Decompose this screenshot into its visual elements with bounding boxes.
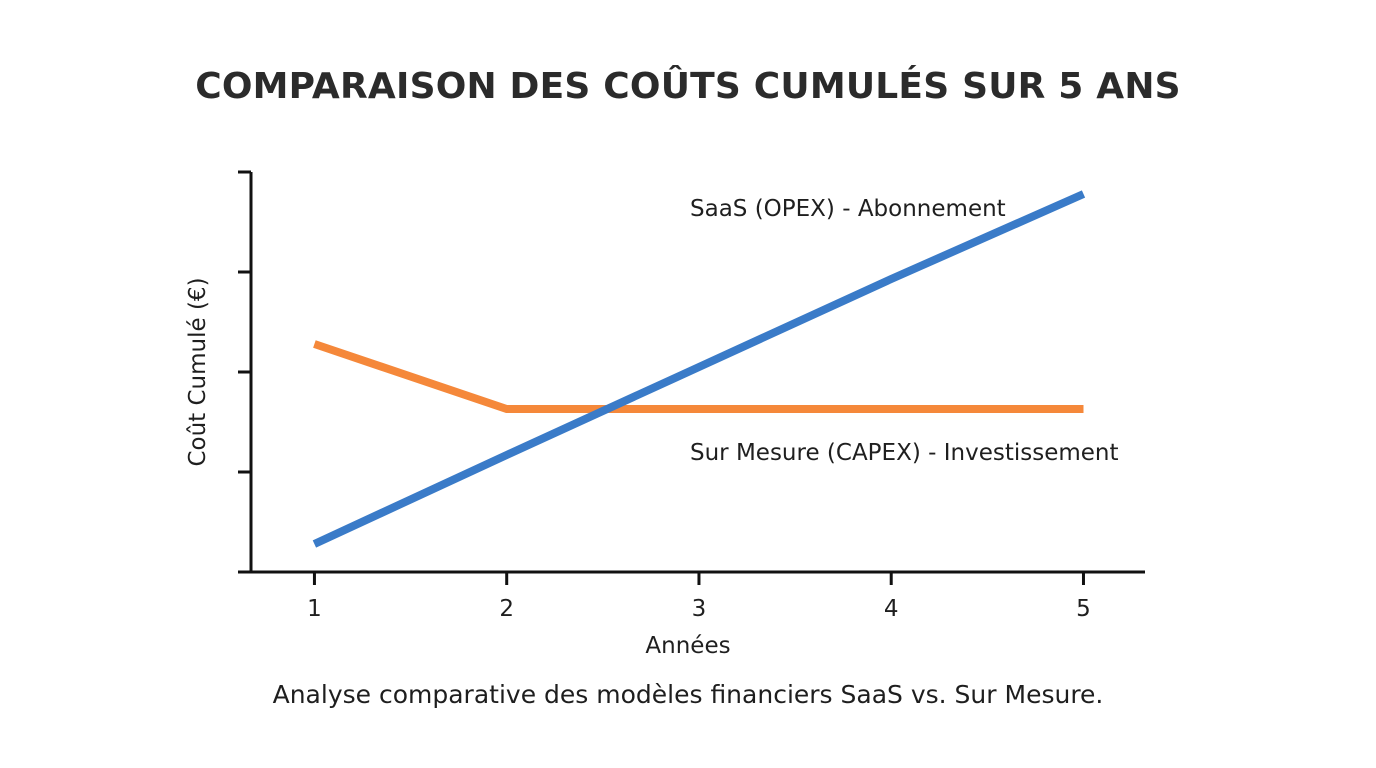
series-label-sur-mesure: Sur Mesure (CAPEX) - Investissement [690, 440, 1119, 466]
axis-ticks: 1 2 3 4 5 [238, 170, 1091, 622]
x-tick-label: 5 [1076, 596, 1091, 622]
x-tick-label: 4 [884, 596, 899, 622]
chart-title: COMPARAISON DES COÛTS CUMULÉS SUR 5 ANS [195, 66, 1181, 107]
x-axis-label: Années [645, 633, 730, 659]
series-line-sur-mesure [313, 340, 1084, 413]
x-tick-label: 1 [307, 596, 322, 622]
chart-caption: Analyse comparative des modèles financie… [272, 680, 1104, 709]
series-labels: SaaS (OPEX) - Abonnement Sur Mesure (CAP… [690, 196, 1119, 466]
series-line-saas [312, 190, 1086, 548]
series-lines [312, 190, 1086, 548]
x-tick-label: 3 [692, 596, 707, 622]
x-tick-label: 2 [499, 596, 514, 622]
y-axis-label: Coût Cumulé (€) [185, 277, 211, 466]
series-label-saas: SaaS (OPEX) - Abonnement [690, 196, 1006, 222]
